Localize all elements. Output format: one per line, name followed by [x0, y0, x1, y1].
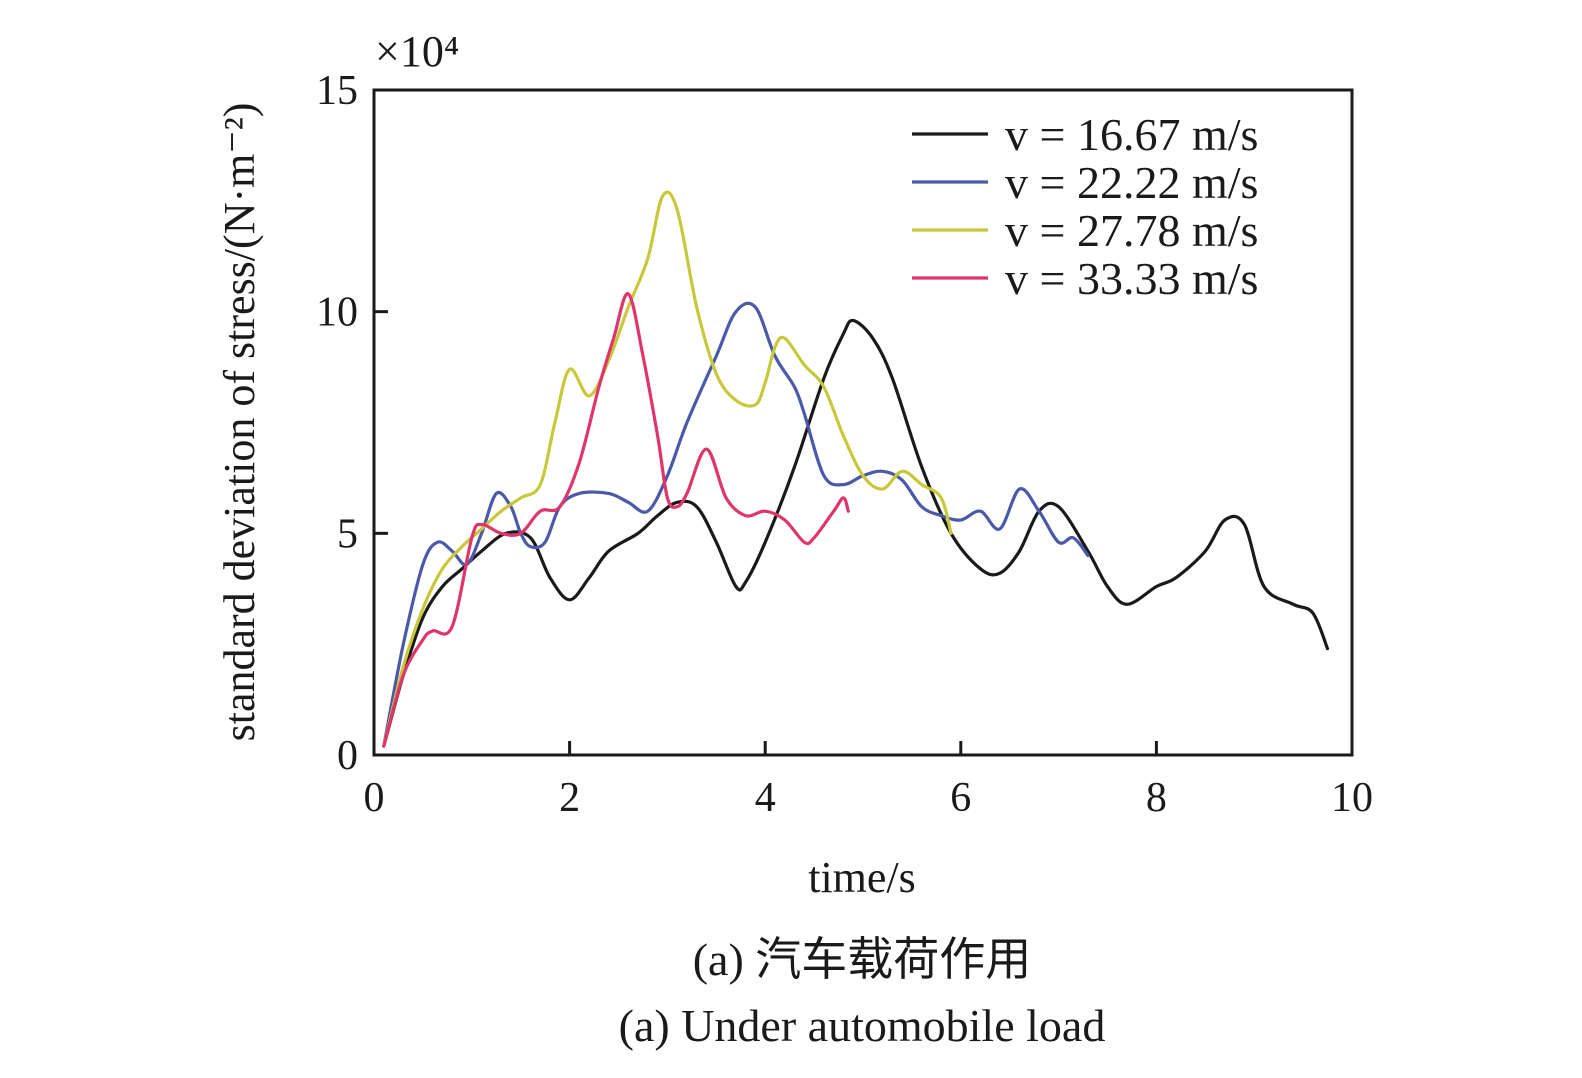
plot-frame [372, 88, 1354, 757]
legend: v = 16.67 m/sv = 22.22 m/sv = 27.78 m/sv… [912, 109, 1258, 304]
legend-label-1: v = 16.67 m/s [1005, 109, 1258, 160]
x-tick-label: 8 [1146, 775, 1167, 821]
legend-label-2: v = 22.22 m/s [1005, 157, 1258, 208]
y-tick-label: 10 [316, 290, 358, 336]
y-axis-ticks: 0 5 10 15 [316, 68, 388, 779]
x-tick-label: 6 [950, 775, 971, 821]
y-tick-label: 15 [316, 68, 358, 114]
y-tick-label: 5 [337, 511, 358, 557]
x-tick-label: 0 [364, 775, 385, 821]
caption-english: (a) Under automobile load [619, 1000, 1106, 1051]
series-line-4 [382, 292, 850, 748]
series-line-2 [382, 301, 1090, 748]
x-tick-label: 2 [559, 775, 580, 821]
series-line-1 [382, 318, 1330, 748]
y-multiplier: ×10⁴ [375, 27, 459, 76]
series-line-3 [382, 190, 953, 748]
series-group [382, 190, 1330, 748]
y-tick-label: 0 [337, 733, 358, 779]
legend-label-3: v = 27.78 m/s [1005, 205, 1258, 256]
x-axis-ticks: 0 2 4 6 8 10 [364, 741, 1373, 821]
caption-chinese: (a) 汽车载荷作用 [693, 934, 1032, 985]
y-axis-label: standard deviation of stress/(N·m⁻²) [215, 103, 264, 742]
x-tick-label: 4 [755, 775, 776, 821]
legend-label-4: v = 33.33 m/s [1005, 253, 1258, 304]
x-tick-label: 10 [1331, 775, 1373, 821]
x-axis-label: time/s [808, 853, 916, 902]
